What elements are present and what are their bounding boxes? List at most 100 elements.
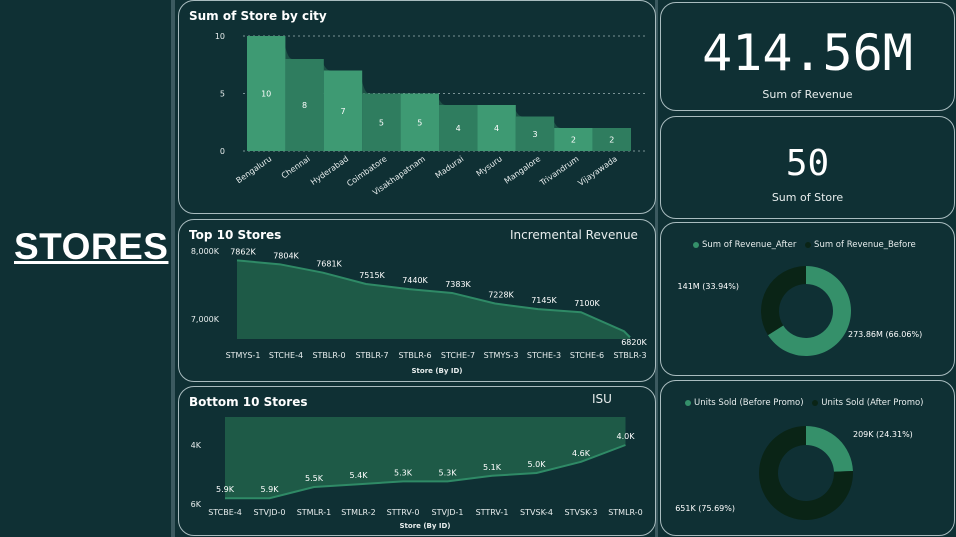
data-label: 7515K [359, 271, 385, 280]
units-donut-chart: 209K (24.31%) 651K (75.69%) [675, 426, 913, 520]
x-tick-label: STCHE-6 [570, 351, 604, 360]
store-by-city-chart: 105010Bengaluru8Chennai7Hyderabad5Coimba… [215, 32, 647, 197]
x-tick-label: Bengaluru [234, 154, 273, 185]
slice-label: 209K (24.31%) [853, 430, 913, 439]
x-tick-label: STBLR-6 [398, 351, 431, 360]
data-label: 5.0K [528, 460, 547, 469]
data-label: 5.1K [483, 463, 502, 472]
x-tick-label: STCHE-7 [441, 351, 475, 360]
top-stores-chart: 8,000K 7,000K 7862K STMYS-1 7804K STCHE-4 7681… [191, 247, 648, 375]
y-tick-label: 8,000K [191, 247, 220, 256]
x-tick-label: STCHE-4 [269, 351, 303, 360]
legend-units-before-dot [685, 399, 691, 406]
x-tick-label: STTRV-1 [476, 508, 509, 517]
bar [515, 116, 555, 151]
x-tick-label: STBLR-0 [312, 351, 345, 360]
donut-slice [759, 426, 853, 520]
bar [362, 93, 401, 151]
area-line [225, 444, 626, 500]
bar-value-label: 8 [302, 101, 307, 110]
donut-slice [806, 426, 853, 472]
top-stores-subtitle: Incremental Revenue [510, 228, 638, 242]
data-label: 7862K [230, 247, 256, 256]
area-fill [225, 417, 626, 499]
x-tick-label: STVSK-4 [520, 508, 553, 517]
data-label: 5.3K [439, 468, 458, 477]
bar [400, 93, 439, 151]
bar-value-label: 10 [261, 90, 271, 99]
bar [247, 36, 286, 151]
area-fill [237, 260, 630, 339]
x-tick-label: STBLR-3 [613, 351, 646, 360]
units-donut-card[interactable]: Units Sold (Before Promo) Units Sold (Af… [660, 380, 955, 536]
slice-label: 141M (33.94%) [678, 282, 739, 291]
revenue-donut-chart: 273.86M (66.06%) 141M (33.94%) [678, 266, 922, 356]
top-stores-title: Top 10 Stores [189, 228, 282, 242]
legend-units-after: Units Sold (After Promo) [821, 398, 924, 408]
data-label: 5.9K [216, 485, 235, 494]
data-label: 7440K [402, 276, 428, 285]
y-tick-label: 4K [191, 441, 202, 450]
data-label: 7681K [316, 260, 342, 269]
store-by-city-title: Sum of Store by city [189, 9, 327, 23]
legend-before-dot [805, 241, 812, 248]
data-label: 6820K [621, 338, 647, 347]
legend-revenue-before: Sum of Revenue_Before [814, 240, 916, 250]
x-axis-title: Store (By ID) [412, 367, 463, 375]
bar-value-label: 2 [571, 136, 576, 145]
legend-revenue-after: Sum of Revenue_After [702, 240, 797, 250]
x-tick-label: STMLR-2 [341, 508, 376, 517]
bottom-stores-card[interactable]: Bottom 10 Stores ISU 4K 6K 5.9K STCBE-4 5.9K… [178, 386, 656, 536]
bottom-stores-title: Bottom 10 Stores [189, 395, 308, 409]
donut-slice [767, 266, 851, 356]
data-label: 7100K [574, 299, 600, 308]
y-tick-label: 10 [215, 32, 225, 41]
units-donut-legend: Units Sold (Before Promo) Units Sold (Af… [685, 398, 924, 408]
x-tick-label: STCBE-4 [208, 508, 242, 517]
legend-after-dot [693, 241, 699, 248]
x-tick-label: STCHE-3 [527, 351, 561, 360]
x-tick-label: Trivandrum [538, 154, 581, 188]
bar [285, 59, 324, 151]
data-label: 7383K [445, 280, 471, 289]
x-tick-label: STVJD-1 [432, 508, 464, 517]
x-axis-title: Store (By ID) [400, 522, 451, 530]
x-tick-label: Madurai [434, 154, 466, 180]
data-label: 5.4K [350, 471, 369, 480]
bar-value-label: 4 [494, 124, 499, 133]
x-tick-label: STBLR-7 [355, 351, 388, 360]
data-label: 5.9K [261, 485, 280, 494]
store-by-city-card[interactable]: Sum of Store by city 10 5 0 10 Bengaluru 8 Che… [178, 0, 656, 214]
revenue-donut-legend: Sum of Revenue_After Sum of Revenue_Befo… [693, 240, 916, 250]
left-panel: STORES [0, 0, 170, 537]
x-tick-label: Mysuru [475, 154, 504, 178]
bottom-stores-subtitle: ISU [592, 392, 612, 406]
data-label: 7145K [531, 296, 557, 305]
data-label: 7804K [273, 251, 299, 260]
x-tick-label: STMLR-1 [297, 508, 332, 517]
donut-slice [761, 266, 806, 336]
bar-value-label: 5 [379, 118, 384, 127]
revenue-kpi-card[interactable]: 414.56M Sum of Revenue [660, 2, 955, 111]
data-label: 4.0K [617, 432, 636, 441]
area-line [236, 259, 631, 338]
x-tick-label: STVSK-3 [565, 508, 598, 517]
bar-value-label: 5 [417, 118, 422, 127]
top-stores-card[interactable]: Top 10 Stores Incremental Revenue 8,000K… [178, 219, 656, 382]
legend-units-after-dot [812, 399, 819, 406]
x-tick-label: Chennai [280, 154, 312, 180]
bar [592, 128, 631, 151]
page-title: STORES [14, 226, 169, 267]
revenue-donut-card[interactable]: Sum of Revenue_After Sum of Revenue_Befo… [660, 222, 955, 376]
x-tick-label: STMYS-3 [484, 351, 519, 360]
bar [439, 105, 478, 151]
slice-label: 651K (75.69%) [675, 504, 735, 513]
store-kpi-card[interactable]: 50 Sum of Store [660, 116, 955, 219]
data-label: 5.3K [394, 468, 413, 477]
legend-units-before: Units Sold (Before Promo) [694, 398, 804, 408]
divider-left [171, 0, 175, 537]
x-tick-label: STVJD-0 [254, 508, 286, 517]
bar-value-label: 2 [609, 136, 614, 145]
store-kpi-value: 50 [785, 143, 830, 184]
x-tick-label: Hyderabad [309, 154, 350, 187]
